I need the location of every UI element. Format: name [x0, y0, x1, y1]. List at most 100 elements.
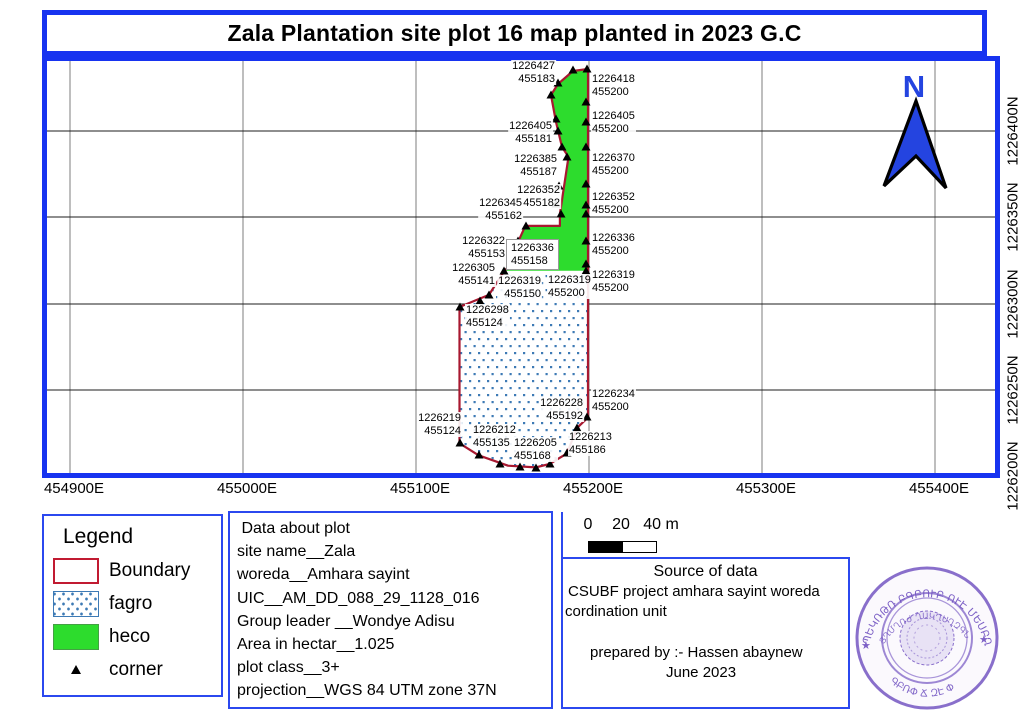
- coordinate-label: 1226352 455200: [591, 191, 636, 216]
- corner-marker: [499, 266, 509, 275]
- heco-swatch: [53, 623, 99, 650]
- boundary-swatch: [53, 557, 99, 584]
- corner-marker: [581, 209, 591, 218]
- coordinate-label: 1226405 455181: [508, 120, 553, 145]
- corner-marker: [495, 459, 505, 468]
- legend-item-label: corner: [109, 658, 163, 680]
- stamp-outer-ring: [855, 566, 999, 710]
- plot-info-line: site name__Zala: [237, 543, 356, 561]
- coordinate-label: 1226352 455182: [516, 184, 561, 209]
- corner-marker: [582, 412, 592, 421]
- stamp-star-left-icon: ★: [861, 639, 871, 652]
- northing-axis-label: 1226200N: [1004, 441, 1022, 511]
- coordinate-label: 1226228 455192: [539, 397, 584, 422]
- corner-marker: [545, 459, 555, 468]
- coordinate-label: 1226427 455183: [511, 60, 556, 85]
- corner-marker: [475, 296, 485, 305]
- easting-axis-label: 455000E: [215, 480, 279, 497]
- corner-marker: [474, 450, 484, 459]
- coordinate-label: 1226219 455124: [417, 412, 462, 437]
- source-date: June 2023: [666, 664, 737, 681]
- corner-marker: [531, 463, 541, 472]
- coordinate-label: 1226345 455162: [478, 197, 523, 222]
- source-title: Source of data: [653, 563, 758, 580]
- corner-marker: [551, 114, 561, 123]
- corner-marker: [455, 302, 465, 311]
- corner-marker: [556, 209, 566, 218]
- scalebar-white-segment: [622, 542, 656, 552]
- legend-item-fagro: fagro: [53, 590, 221, 617]
- coordinate-label: 1226405 455200: [591, 110, 636, 135]
- coordinate-label: 1226336 455200: [591, 232, 636, 257]
- corner-marker: [572, 423, 582, 432]
- plot-info-line: woreda__Amhara sayint: [237, 566, 410, 584]
- easting-axis-label: 455200E: [561, 480, 625, 497]
- source-box-stub-line: [561, 512, 563, 557]
- stamp-emblem: [899, 610, 955, 666]
- corner-marker: [568, 65, 578, 74]
- legend-item-label: fagro: [109, 592, 153, 614]
- stamp-star-right-icon: ★: [979, 633, 989, 646]
- official-stamp: ՊԵԿՌԹՌ ԲԳԲՈՒԲ ՈՒԷ ՄԵՍԲՂՆ ՅՂՄՂՌԺ ՂԱԿՂՍՂԶԳ…: [855, 566, 999, 710]
- map-title: Zala Plantation site plot 16 map planted…: [227, 19, 802, 46]
- corner-marker: [455, 438, 465, 447]
- corner-marker: [553, 126, 563, 135]
- scalebar: [588, 541, 657, 553]
- corner-marker: [562, 152, 572, 161]
- stamp-emblem-core: [913, 624, 941, 652]
- corner-triangle-icon: [71, 665, 81, 674]
- easting-axis-label: 455300E: [734, 480, 798, 497]
- source-line2: cordination unit: [565, 603, 667, 620]
- plot-info-line: Area in hectar__1.025: [237, 636, 395, 654]
- corner-marker: [515, 462, 525, 471]
- corner-marker: [581, 266, 591, 275]
- corner-marker: [557, 142, 567, 151]
- stamp-inner-ring: [881, 592, 973, 684]
- neatline-bottom: [33, 496, 1022, 499]
- coordinate-label: 1226385 455187: [513, 153, 558, 178]
- corner-marker: [581, 142, 591, 151]
- corner-marker: [581, 200, 591, 209]
- legend: Legend Boundary fagro heco corner: [42, 514, 223, 697]
- legend-item-heco: heco: [53, 623, 221, 650]
- corner-marker: [581, 97, 591, 106]
- legend-item-corner: corner: [53, 656, 221, 683]
- legend-item-label: heco: [109, 625, 151, 647]
- coordinate-label: 1226322 455153: [461, 235, 506, 260]
- north-arrow: [882, 96, 948, 190]
- north-arrow-label: N: [903, 69, 925, 104]
- easting-axis-label: 455100E: [388, 480, 452, 497]
- stamp-emblem-ring: [906, 617, 948, 659]
- source-box: Source of data CSUBF project amhara sayi…: [561, 557, 850, 709]
- coordinate-label: 1226418 455200: [591, 73, 636, 98]
- scalebar-label-20: 20: [612, 516, 630, 533]
- coordinate-label: 1226213 455186: [568, 431, 613, 456]
- coordinate-label: 1226298 455124: [465, 304, 510, 329]
- corner-marker: [581, 117, 591, 126]
- plot-info-box: Data about plot site name__Zala woreda__Am…: [228, 511, 553, 709]
- easting-axis-label: 454900E: [42, 480, 106, 497]
- plot-info-line: Group leader __Wondye Adisu: [237, 612, 455, 630]
- source-line1: CSUBF project amhara sayint woreda: [568, 583, 820, 600]
- fagro-swatch: [53, 590, 99, 617]
- coordinate-label: 1226336 455158: [506, 239, 559, 270]
- corner-marker: [581, 236, 591, 245]
- corner-swatch: [53, 657, 99, 683]
- coordinate-label: 1226305 455141: [451, 262, 496, 287]
- coordinate-label: 1226319 455150: [497, 275, 542, 300]
- coordinate-label: 1226370 455200: [591, 152, 636, 177]
- coordinate-label: 1226205 455168: [513, 437, 558, 462]
- coordinate-label: 1226212 455135: [472, 424, 517, 449]
- northing-axis-label: 1226400N: [1004, 96, 1022, 166]
- scalebar-label-0: 0: [583, 516, 593, 533]
- plot-info-line: projection__WGS 84 UTM zone 37N: [237, 682, 497, 700]
- corner-marker: [546, 90, 556, 99]
- corner-marker: [521, 221, 531, 230]
- coordinate-label: 1226319 455200: [547, 274, 592, 299]
- northing-axis-label: 1226300N: [1004, 269, 1022, 339]
- scalebar-black-segment: [589, 542, 623, 552]
- coordinate-label: 1226319 455200: [591, 269, 636, 294]
- legend-item-label: Boundary: [109, 559, 191, 581]
- northing-axis-label: 1226250N: [1004, 355, 1022, 425]
